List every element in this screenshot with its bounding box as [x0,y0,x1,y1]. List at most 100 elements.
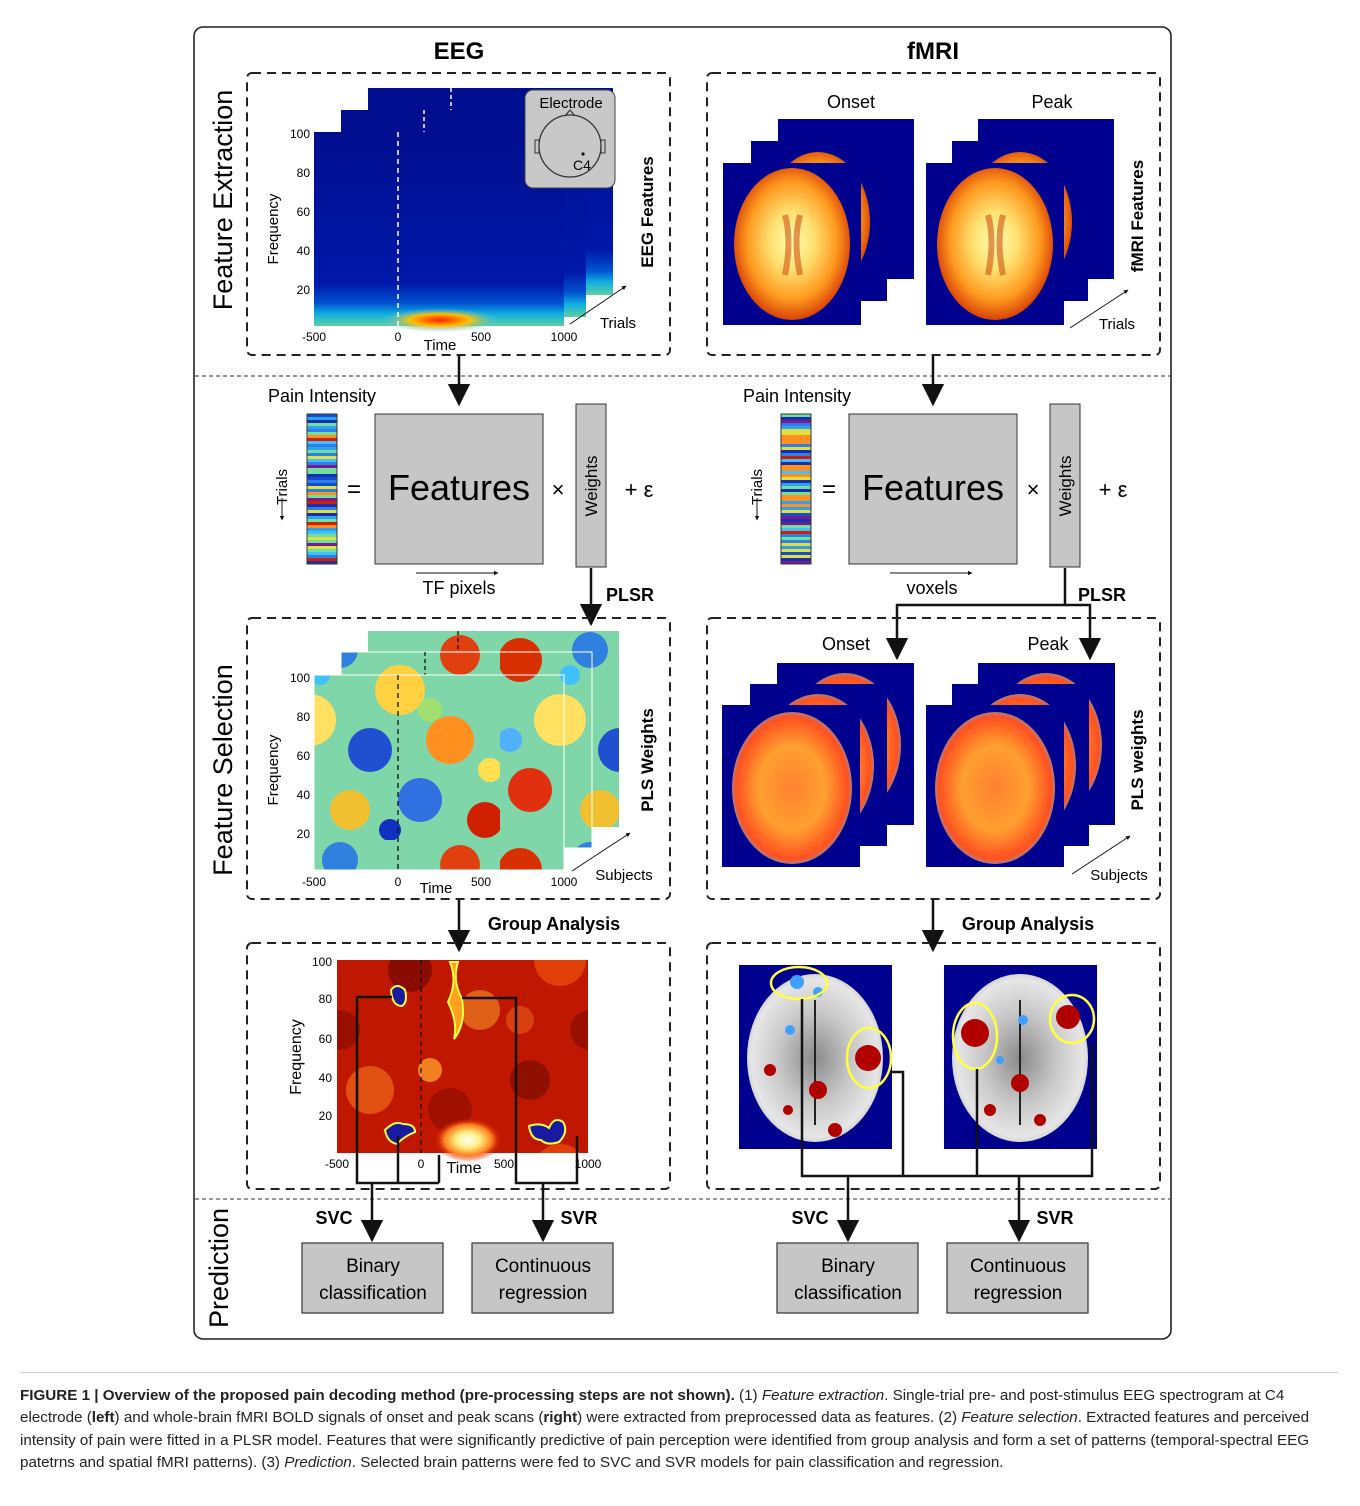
intensity-stripe [307,528,337,531]
xtick: -500 [302,875,326,889]
intensity-stripe [781,534,811,537]
plsr-label: PLSR [606,585,654,605]
equals-sign: = [347,476,361,503]
ytick: 40 [297,788,311,802]
fmri-peak-stack [926,119,1114,325]
trials-label: Trials [749,469,766,505]
subjects-arrow [1071,835,1131,875]
intensity-stripe [307,534,337,537]
ytick: 100 [290,671,310,685]
intensity-stripe [307,432,337,435]
xtick: 0 [395,875,402,889]
peak-label: Peak [1031,92,1073,112]
intensity-stripe [781,414,811,417]
prediction-text: classification [319,1283,427,1304]
intensity-stripe [307,435,337,438]
intensity-stripe [781,495,811,498]
intensity-stripe [307,423,337,426]
intensity-stripe [781,489,811,492]
intensity-stripe [307,522,337,525]
red-activation [764,1064,776,1076]
fmri-group-peak-map [944,965,1097,1149]
intensity-stripe [307,546,337,549]
intensity-stripe [307,555,337,558]
brain-map [937,168,1053,320]
intensity-stripe [307,507,337,510]
intensity-stripe [307,558,337,561]
pain-intensity-vector [307,414,337,564]
prediction-text: regression [974,1283,1063,1304]
error-term: + ε [625,477,654,502]
intensity-stripe [781,555,811,558]
weights-yticks: 100 80 60 40 20 [290,671,310,841]
intensity-stripe [781,531,811,534]
nose-icon [564,109,576,117]
intensity-stripe [781,507,811,510]
intensity-stripe [307,447,337,450]
significant-cluster [527,1119,567,1145]
brain-weights-map [732,712,852,864]
ytick: 20 [319,1109,333,1123]
ytick: 100 [290,127,310,141]
caption-text: ) were extracted from preprocessed data … [577,1409,962,1427]
error-term: + ε [1099,477,1128,502]
ytick: 20 [297,827,311,841]
intensity-stripe [307,468,337,471]
intensity-stripe [781,537,811,540]
intensity-stripe [781,540,811,543]
equals-sign: = [822,476,836,503]
prediction-text: classification [794,1283,902,1304]
intensity-stripe [781,504,811,507]
eeg-weights-stack [313,631,619,871]
plsr-label: PLSR [1078,585,1126,605]
ytick: 80 [297,166,311,180]
intensity-stripe [781,549,811,552]
eeg-xticks: -500 0 500 1000 [302,330,578,344]
pain-intensity-label: Pain Intensity [268,386,376,406]
prediction-text: Binary [821,1256,875,1277]
intensity-stripe [307,480,337,483]
intensity-stripe [781,450,811,453]
red-activation [984,1104,996,1116]
red-activation [828,1123,842,1137]
intensity-stripe [781,492,811,495]
intensity-stripe [781,480,811,483]
significant-cluster [389,985,407,1008]
intensity-stripe [307,549,337,552]
fmri-group-onset-map [739,965,893,1149]
prediction-text: Continuous [495,1256,591,1277]
intensity-stripe [781,465,811,468]
prediction-box [471,1242,614,1314]
significant-cluster [446,961,464,1040]
connector [800,999,1094,1178]
eeg-binary-box: Binary classification [301,1242,444,1314]
intensity-stripe [307,459,337,462]
electrode-dot [581,152,585,156]
xtick: 500 [471,875,491,889]
intensity-stripe [307,516,337,519]
intensity-stripe [307,438,337,441]
caption-bold: right [543,1409,578,1427]
eeg-pattern-connectors [355,995,579,1243]
prediction-box [301,1242,444,1314]
pain-intensity-vector [781,414,811,564]
blue-activation [785,1025,795,1035]
prediction-box [946,1242,1089,1314]
roi-circle [845,1026,893,1090]
fmri-features-label: fMRI Features [1128,160,1147,272]
group-xlabel: Time [447,1160,482,1177]
pain-vector-border [780,413,812,565]
intensity-stripe [781,441,811,444]
plsr-arrow-peak [1065,603,1102,661]
red-activation [1034,1114,1046,1126]
weights-map-front [313,674,565,871]
prediction-text: regression [499,1283,588,1304]
xtick: 1000 [551,875,578,889]
intensity-stripe [307,444,337,447]
intensity-stripe [781,453,811,456]
eeg-continuous-box: Continuous regression [471,1242,614,1314]
times-sign: × [552,477,565,502]
caption-italic: Prediction [284,1454,352,1472]
subjects-label: Subjects [595,867,653,884]
caption-title: FIGURE 1 | Overview of the proposed pain… [20,1387,735,1404]
